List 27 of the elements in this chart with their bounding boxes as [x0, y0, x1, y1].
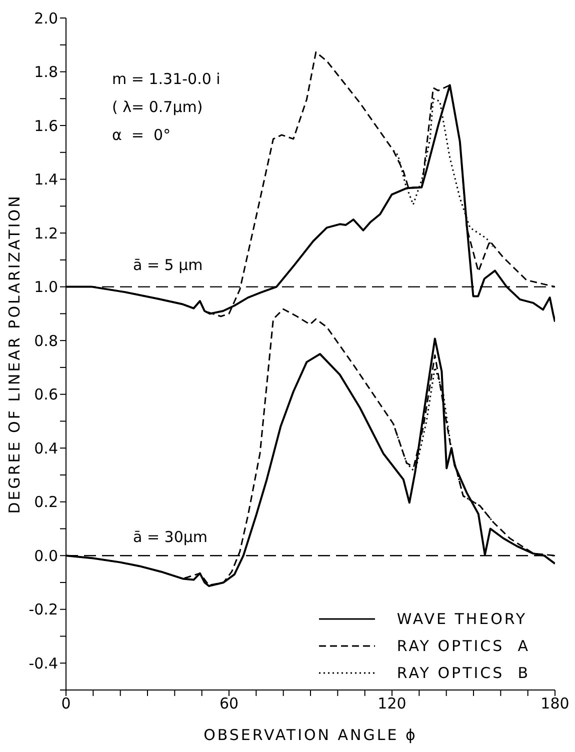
x-tick-label: 180: [540, 694, 570, 713]
y-tick-label: 0.8: [34, 332, 58, 350]
y-tick-label: 1.0: [34, 278, 58, 296]
y-axis-title: DEGREE OF LINEAR POLARIZATION: [5, 194, 24, 514]
y-tick-label: -0.4: [28, 654, 58, 672]
y-tick-label: 1.8: [34, 63, 58, 82]
annotation: m = 1.31-0.0 i: [112, 70, 220, 88]
annotation: ( λ= 0.7µm): [112, 98, 203, 116]
x-tick-label: 120: [378, 694, 406, 713]
annotation: α = 0°: [112, 126, 171, 144]
y-tick-label: -0.2: [28, 600, 58, 619]
legend-label: RAY OPTICS B: [396, 664, 530, 682]
y-tick-label: 2.0: [34, 9, 58, 28]
annotation: ā = 5 µm: [133, 256, 203, 274]
legend-label: WAVE THEORY: [396, 610, 528, 628]
legend-label: RAY OPTICS A: [396, 636, 530, 654]
x-axis-title: OBSERVATION ANGLE ϕ: [204, 726, 418, 744]
y-tick-label: 0.6: [34, 386, 58, 404]
x-tick-label: 0: [61, 694, 71, 713]
annotation: ā = 30µm: [133, 528, 208, 546]
y-tick-label: 1.6: [34, 116, 58, 135]
y-tick-label: 0.4: [34, 439, 58, 458]
y-tick-label: 1.2: [34, 224, 58, 242]
y-tick-label: 0.2: [34, 493, 58, 512]
y-tick-label: 1.4: [34, 170, 58, 189]
y-tick-label: 0.0: [34, 546, 58, 565]
x-tick-label: 60: [219, 694, 239, 713]
